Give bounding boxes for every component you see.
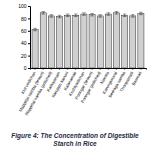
y-tick-label: 80 [21, 16, 27, 22]
bar [73, 15, 79, 68]
bar [130, 16, 136, 68]
error-bar [98, 15, 102, 17]
x-tick-mark [43, 68, 44, 70]
y-tick: 60 [21, 28, 30, 34]
y-tick-mark [28, 68, 30, 69]
y-tick: 20 [21, 53, 30, 59]
bar [32, 30, 38, 68]
error-bar [50, 15, 54, 17]
x-tick-mark [140, 68, 141, 70]
plot: 0 20 40 60 80 100 Kuli vedichanMappillai samba… [18, 3, 147, 116]
y-tick-label: 20 [21, 53, 27, 59]
x-tick-mark [67, 68, 68, 70]
error-bar [107, 13, 111, 15]
y-tick: 0 [24, 65, 30, 71]
x-tick-mark [132, 68, 133, 70]
error-bar [90, 13, 94, 15]
bar [122, 15, 128, 68]
y-tick: 80 [21, 16, 30, 22]
bar [113, 13, 119, 68]
bar [40, 13, 46, 68]
x-tick-mark [83, 68, 84, 70]
y-tick-mark [28, 18, 30, 19]
y-tick-mark [28, 31, 30, 32]
y-tick: 40 [21, 40, 30, 46]
x-tick-mark [116, 68, 117, 70]
x-tick-mark [75, 68, 76, 70]
x-tick-mark [51, 68, 52, 70]
error-bar [115, 12, 119, 14]
y-tick-mark [28, 6, 30, 7]
chart: 0 20 40 60 80 100 Kuli vedichanMappillai samba… [0, 0, 150, 150]
error-bar [41, 12, 45, 14]
y-tick-label: 60 [21, 28, 27, 34]
y-tick-label: 100 [18, 3, 27, 9]
y-axis-line [28, 7, 31, 69]
y-tick-mark [28, 56, 30, 57]
y-tick-label: 40 [21, 40, 27, 46]
x-tick: Basmati [131, 68, 143, 86]
x-tick-mark [59, 68, 60, 70]
error-bar [131, 15, 135, 17]
bars [32, 12, 144, 68]
x-tick-mark [108, 68, 109, 70]
y-tick-label: 0 [24, 65, 27, 71]
bar [48, 16, 54, 68]
x-tick-label: Mappillai samba (polished) [24, 70, 54, 116]
x-axis: Kuli vedichanMappillai samba (brown)Mapp… [18, 68, 147, 116]
error-bar [66, 14, 70, 16]
bar [65, 15, 71, 68]
x-tick-mark [92, 68, 93, 70]
x-axis-line [31, 69, 147, 70]
x-tick: Poongar (polished) [80, 68, 102, 104]
bar [138, 13, 144, 68]
y-tick: 100 [18, 3, 30, 9]
x-tick-mark [35, 68, 36, 70]
bar [89, 15, 95, 68]
error-bar [139, 12, 143, 14]
bar [105, 14, 111, 68]
x-tick-label: Poongar (polished) [80, 70, 102, 104]
bar [97, 16, 103, 68]
bar [56, 17, 62, 68]
x-tick-label: Basmati [131, 71, 143, 87]
y-axis: 0 20 40 60 80 100 [18, 3, 30, 71]
bar [81, 14, 87, 68]
error-bar [58, 15, 62, 17]
title: Figure 4: The Concentration of Digestibl… [11, 132, 139, 147]
y-tick-mark [28, 43, 30, 44]
x-tick-mark [124, 68, 125, 70]
error-bars [33, 12, 142, 31]
x-tick-mark [100, 68, 101, 70]
error-bar [33, 28, 37, 30]
error-bar [82, 13, 86, 15]
error-bar [74, 14, 78, 16]
error-bar [123, 14, 127, 16]
